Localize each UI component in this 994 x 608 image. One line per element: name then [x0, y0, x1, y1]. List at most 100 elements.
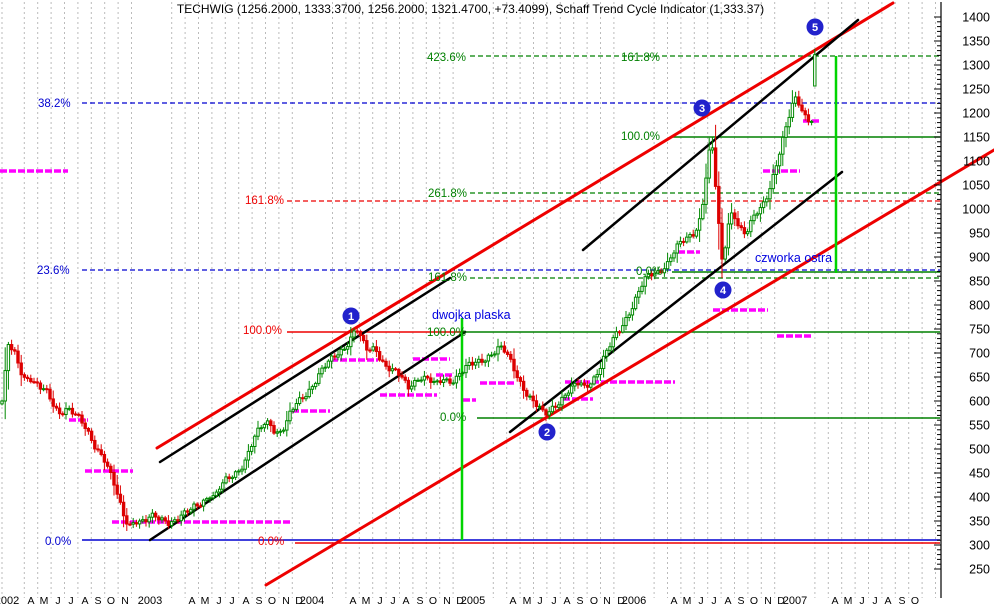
wave-marker-2[interactable]: 2 — [538, 423, 556, 441]
candle-body — [64, 408, 68, 415]
fib-level-label[interactable]: 161.8% — [621, 52, 660, 64]
wave-markers: 1 2 3 4 5 — [342, 18, 824, 441]
x-axis-month-label: N — [282, 595, 290, 607]
x-axis-month-label: N — [603, 595, 611, 607]
fib-level-label[interactable]: 0.0% — [440, 412, 466, 424]
candle-body — [745, 231, 750, 235]
y-axis-label: 650 — [969, 371, 990, 385]
candle-body — [265, 420, 270, 425]
candle-body — [717, 185, 721, 224]
y-axis-label: 1050 — [962, 179, 990, 193]
candle-body — [61, 413, 65, 416]
candle-body — [153, 512, 158, 518]
annotation-text[interactable]: dwojka plaska — [432, 308, 511, 322]
candle-body — [537, 405, 542, 408]
candle-body — [419, 379, 423, 382]
candle-body — [361, 335, 366, 342]
x-axis-month-label: J — [229, 595, 234, 607]
x-axis-month-label: J — [390, 595, 395, 607]
y-axis-label: 550 — [969, 419, 990, 433]
candle-body — [582, 382, 587, 386]
x-axis-year-label: 2005 — [461, 595, 485, 607]
candle-body — [381, 359, 385, 362]
wave-marker-4[interactable]: 4 — [714, 281, 732, 299]
x-axis-month-label: J — [216, 595, 221, 607]
x-axis-month-label: J — [711, 595, 716, 607]
candle-body — [601, 355, 606, 370]
candle-body — [665, 261, 670, 270]
fib-lines — [82, 55, 940, 544]
month-gridlines — [1, 2, 936, 598]
candle-body — [553, 405, 558, 408]
fib-level-label[interactable]: 0.0% — [45, 536, 71, 548]
trend-line[interactable] — [508, 170, 844, 434]
candle-body — [166, 520, 171, 526]
trend-line[interactable] — [581, 18, 860, 252]
candle-body — [96, 448, 100, 451]
x-axis-labels: 2002AMJJASON2003AMJJASOND2004AMJJASOND20… — [0, 595, 919, 607]
candle-body — [272, 425, 276, 434]
y-axis-label: 950 — [969, 227, 990, 241]
candle-body — [486, 354, 491, 362]
candle-body — [790, 102, 795, 118]
candle-body — [560, 396, 564, 406]
trend-line[interactable] — [155, 1, 895, 450]
candle-body — [80, 414, 84, 424]
candle-body — [573, 382, 577, 387]
candle-body — [502, 345, 507, 353]
candle-body — [169, 521, 174, 526]
fib-level-label[interactable]: 161.8% — [245, 195, 284, 207]
candle-body — [313, 382, 318, 388]
fib-level-label[interactable]: 0.0% — [636, 266, 662, 278]
candle-body — [352, 330, 356, 338]
y-axis-label: 500 — [969, 443, 990, 457]
candle-body — [221, 482, 225, 490]
candle-body — [393, 368, 398, 371]
wave-marker-5[interactable]: 5 — [806, 18, 824, 36]
candle-body — [605, 349, 609, 357]
candle-body — [345, 346, 350, 350]
candle-body — [656, 270, 660, 274]
candle-body — [531, 395, 535, 402]
candle-body — [326, 360, 331, 368]
y-axis-label: 450 — [969, 467, 990, 481]
candle-body — [262, 423, 267, 429]
candle-body — [669, 257, 673, 263]
candle-body — [16, 350, 20, 364]
fib-level-label[interactable]: 38.2% — [38, 98, 71, 110]
fib-level-label[interactable]: 423.6% — [427, 52, 466, 64]
trend-line[interactable] — [158, 276, 452, 464]
wave-marker-3[interactable]: 3 — [693, 99, 711, 117]
trend-line[interactable] — [264, 148, 994, 587]
candle-body — [77, 413, 81, 416]
fib-level-label[interactable]: 161.8% — [428, 272, 467, 284]
candle-body — [675, 243, 679, 254]
candle-body — [627, 314, 631, 318]
y-axis-label: 850 — [969, 275, 990, 289]
candle-body — [521, 380, 526, 391]
y-axis-label: 1250 — [962, 83, 990, 97]
fib-level-label[interactable]: 100.0% — [621, 131, 660, 143]
candle-body — [371, 346, 375, 351]
candle-body — [723, 247, 727, 260]
annotation-text[interactable]: czworka ostra — [755, 251, 832, 265]
candle-body — [624, 316, 628, 327]
fib-level-label[interactable]: 100.0% — [427, 327, 466, 339]
fib-level-label[interactable]: 0.0% — [258, 536, 284, 548]
candle-body — [233, 471, 238, 478]
candle-body — [291, 408, 295, 412]
candle-body — [304, 396, 308, 400]
candle-body — [57, 407, 62, 415]
x-axis-month-label: D — [456, 595, 464, 607]
wave-marker-1[interactable]: 1 — [342, 307, 360, 325]
fib-level-label[interactable]: 261.8% — [428, 188, 467, 200]
candle-body — [640, 285, 644, 292]
candle-body — [224, 476, 228, 484]
candle-body — [115, 484, 119, 495]
candle-body — [697, 218, 702, 231]
candle-body — [243, 459, 247, 470]
fib-level-label[interactable]: 100.0% — [243, 325, 282, 337]
x-axis-month-label: J — [551, 595, 556, 607]
fib-level-label[interactable]: 23.6% — [37, 265, 70, 277]
